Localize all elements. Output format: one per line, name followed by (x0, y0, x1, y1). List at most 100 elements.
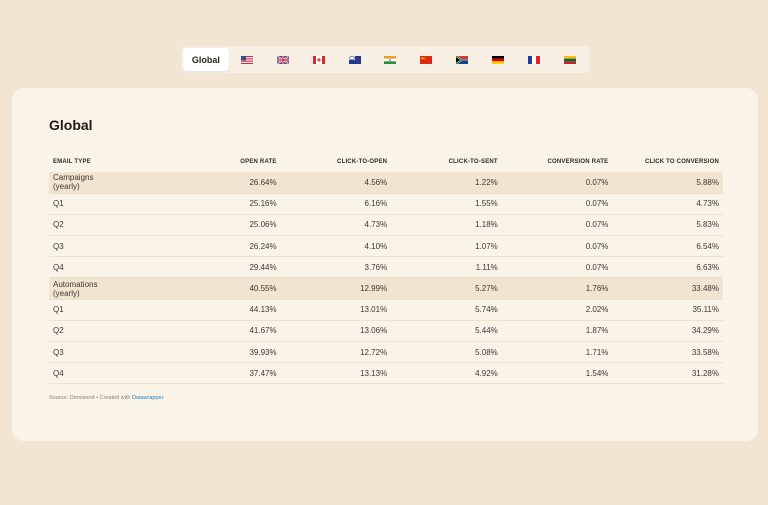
cell-email-type: Q2 (49, 320, 125, 343)
cell-click-to-conversion: 5.83% (612, 214, 723, 237)
cell-click-to-open: 4.73% (280, 214, 392, 237)
cell-click-to-open: 12.99% (280, 277, 392, 300)
cell-open-rate: 39.93% (124, 341, 281, 364)
table-header-row: EMAIL TYPE OPEN RATE CLICK-TO-OPEN CLICK… (49, 151, 723, 172)
cell-click-to-sent: 1.55% (391, 193, 502, 215)
table-row: Q1 25.16% 6.16% 1.55% 0.07% 4.73% (49, 193, 723, 215)
cell-click-to-open: 13.01% (280, 299, 392, 321)
flag-in-icon (384, 55, 397, 64)
cell-click-to-sent: 1.11% (391, 256, 502, 279)
cell-conversion-rate: 1.87% (501, 320, 613, 343)
cell-click-to-sent: 5.08% (391, 341, 502, 364)
cell-open-rate: 29.44% (124, 256, 281, 279)
cell-click-to-conversion: 33.58% (612, 341, 723, 364)
cell-click-to-open: 12.72% (280, 341, 392, 364)
cell-click-to-sent: 5.44% (391, 320, 502, 343)
source-note: Source: Omnisend • Created with Datawrap… (49, 395, 163, 401)
cell-conversion-rate: 0.07% (501, 193, 613, 215)
cell-click-to-conversion: 6.63% (612, 256, 723, 279)
tab-global[interactable]: Global (183, 48, 229, 71)
tab-in[interactable] (372, 48, 408, 71)
cell-click-to-open: 13.13% (280, 362, 392, 385)
cell-click-to-sent: 1.18% (391, 214, 502, 237)
cell-click-to-conversion: 34.29% (612, 320, 723, 343)
cell-click-to-open: 3.76% (280, 256, 392, 279)
cell-email-type: Campaigns (yearly) (49, 172, 125, 194)
cell-email-type: Q1 (49, 193, 125, 215)
tab-cn[interactable] (408, 48, 444, 71)
cell-open-rate: 26.64% (124, 172, 281, 194)
table-row: Automations (yearly) 40.55% 12.99% 5.27%… (49, 277, 723, 300)
cell-open-rate: 44.13% (124, 299, 281, 321)
cell-open-rate: 25.06% (124, 214, 281, 237)
flag-fr-icon (528, 55, 541, 64)
header-email-type: EMAIL TYPE (53, 158, 91, 165)
cell-email-type: Automations (yearly) (49, 277, 125, 300)
tab-nz[interactable] (337, 48, 373, 71)
tab-za[interactable] (444, 48, 480, 71)
cell-click-to-conversion: 31.28% (612, 362, 723, 385)
cell-click-to-open: 4.10% (280, 235, 392, 258)
table-row: Campaigns (yearly) 26.64% 4.56% 1.22% 0.… (49, 172, 723, 194)
tab-de[interactable] (480, 48, 516, 71)
cell-click-to-sent: 1.22% (391, 172, 502, 194)
flag-cn-icon (420, 55, 433, 64)
cell-click-to-conversion: 33.48% (612, 277, 723, 300)
datawrapper-link[interactable]: Datawrapper (131, 395, 164, 401)
cell-open-rate: 37.47% (124, 362, 281, 385)
cell-conversion-rate: 2.02% (501, 299, 613, 321)
flag-za-icon (456, 55, 469, 64)
cell-click-to-open: 6.16% (280, 193, 392, 215)
cell-click-to-sent: 5.74% (391, 299, 502, 321)
stats-card: Global EMAIL TYPE OPEN RATE CLICK-TO-OPE… (12, 88, 758, 441)
table-row: Q1 44.13% 13.01% 5.74% 2.02% 35.11% (49, 299, 723, 321)
flag-de-icon (492, 55, 505, 64)
tab-us[interactable] (229, 48, 265, 71)
cell-click-to-sent: 4.92% (391, 362, 502, 385)
cell-email-type: Q4 (49, 362, 125, 385)
table-row: Q4 29.44% 3.76% 1.11% 0.07% 6.63% (49, 256, 723, 279)
tab-fr[interactable] (516, 48, 552, 71)
flag-lt-icon (564, 55, 577, 64)
cell-email-type: Q1 (49, 299, 125, 321)
cell-conversion-rate: 0.07% (501, 172, 613, 194)
flag-nz-icon (348, 55, 361, 64)
header-click-to-conversion: CLICK TO CONVERSION (644, 158, 719, 165)
cell-email-type: Q4 (49, 256, 125, 279)
tab-lt[interactable] (552, 48, 588, 71)
cell-email-type: Q3 (49, 235, 125, 258)
cell-click-to-open: 4.56% (280, 172, 392, 194)
table-row: Q3 39.93% 12.72% 5.08% 1.71% 33.58% (49, 341, 723, 364)
flag-us-icon (240, 55, 253, 64)
cell-click-to-sent: 5.27% (391, 277, 502, 300)
cell-click-to-conversion: 5.88% (612, 172, 723, 194)
tab-uk[interactable] (265, 48, 301, 71)
cell-open-rate: 25.16% (124, 193, 281, 215)
source-text: Source: Omnisend • Created with (49, 395, 132, 401)
table-row: Q4 37.47% 13.13% 4.92% 1.54% 31.28% (49, 362, 723, 385)
cell-conversion-rate: 0.07% (501, 235, 613, 258)
header-click-to-open: CLICK-TO-OPEN (337, 158, 388, 165)
cell-conversion-rate: 1.76% (501, 277, 613, 300)
cell-conversion-rate: 0.07% (501, 214, 613, 237)
cell-click-to-sent: 1.07% (391, 235, 502, 258)
cell-email-type: Q3 (49, 341, 125, 364)
email-stats-table: EMAIL TYPE OPEN RATE CLICK-TO-OPEN CLICK… (49, 151, 723, 385)
table-row: Q2 41.67% 13.06% 5.44% 1.87% 34.29% (49, 320, 723, 343)
table-row: Q2 25.06% 4.73% 1.18% 0.07% 5.83% (49, 214, 723, 237)
card-title: Global (49, 117, 93, 133)
cell-click-to-conversion: 35.11% (612, 299, 723, 321)
cell-click-to-conversion: 6.54% (612, 235, 723, 258)
header-conversion-rate: CONVERSION RATE (547, 158, 609, 165)
table-row: Q3 26.24% 4.10% 1.07% 0.07% 6.54% (49, 235, 723, 258)
cell-email-type: Q2 (49, 214, 125, 237)
flag-uk-icon (276, 55, 289, 64)
cell-conversion-rate: 1.54% (501, 362, 613, 385)
tab-ca[interactable] (301, 48, 337, 71)
header-click-to-sent: CLICK-TO-SENT (448, 158, 498, 165)
cell-click-to-conversion: 4.73% (612, 193, 723, 215)
cell-open-rate: 26.24% (124, 235, 281, 258)
cell-open-rate: 40.55% (124, 277, 281, 300)
cell-click-to-open: 13.06% (280, 320, 392, 343)
header-open-rate: OPEN RATE (240, 158, 277, 165)
